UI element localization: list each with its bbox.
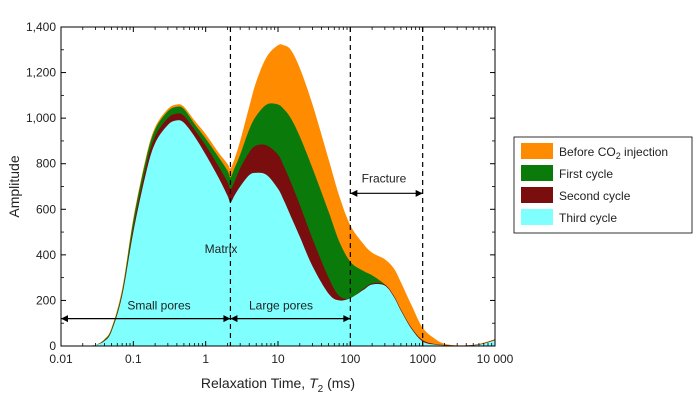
- x-tick-label: 10: [271, 352, 285, 366]
- x-axis-title: Relaxation Time, T2 (ms): [201, 375, 355, 395]
- matrix-label: Matrix: [205, 242, 238, 256]
- y-tick-label: 1,400: [26, 20, 56, 34]
- legend-swatch: [521, 143, 553, 159]
- fracture-arrow-head-left: [350, 189, 358, 197]
- large-pores-arrow: [230, 315, 351, 323]
- x-tick-label: 0.01: [49, 352, 73, 366]
- y-tick-label: 400: [36, 248, 56, 262]
- small-pores-arrow-head-right: [223, 315, 231, 323]
- legend-entry-label: Before CO2 injection: [559, 145, 668, 161]
- y-tick-label: 0: [49, 339, 56, 353]
- y-tick-label: 1,200: [26, 66, 56, 80]
- legend-entry-label: Third cycle: [559, 211, 617, 225]
- legend: Before CO2 injection First cycle Second cy…: [513, 136, 693, 234]
- large-pores-arrow-head-right: [343, 315, 351, 323]
- legend-swatch: [521, 187, 553, 203]
- series-areas: [61, 44, 495, 347]
- series-area-4: [61, 120, 495, 346]
- large-pores-label: Large pores: [249, 299, 313, 313]
- x-tick-label: 10 000: [477, 352, 514, 366]
- legend-entry-label: Second cycle: [559, 189, 631, 203]
- x-tick-label: 0.1: [125, 352, 142, 366]
- small-pores-arrow: [61, 315, 231, 323]
- y-axis-title: Amplitude: [6, 155, 22, 217]
- x-tick-label: 1000: [409, 352, 436, 366]
- y-axis: 0 200 400 600 800 1,000 1,200 1,400: [26, 20, 495, 353]
- x-tick-label: 100: [340, 352, 360, 366]
- small-pores-label: Small pores: [127, 299, 190, 313]
- fracture-label: Fracture: [362, 171, 407, 185]
- fracture-arrow-head-right: [415, 189, 423, 197]
- legend-swatch: [521, 165, 553, 181]
- large-pores-arrow-head-left: [230, 315, 238, 323]
- y-tick-label: 800: [36, 157, 56, 171]
- x-tick-label: 1: [202, 352, 209, 366]
- legend-entry-label: First cycle: [559, 167, 613, 181]
- y-tick-label: 600: [36, 202, 56, 216]
- small-pores-arrow-head-left: [61, 315, 68, 323]
- guide-lines: [229, 27, 424, 346]
- legend-swatch: [521, 209, 553, 225]
- annotations: Small pores Large pores Fracture Matrix: [61, 171, 423, 323]
- fracture-arrow: [350, 189, 423, 197]
- y-tick-label: 200: [36, 293, 56, 307]
- y-tick-label: 1,000: [26, 111, 56, 125]
